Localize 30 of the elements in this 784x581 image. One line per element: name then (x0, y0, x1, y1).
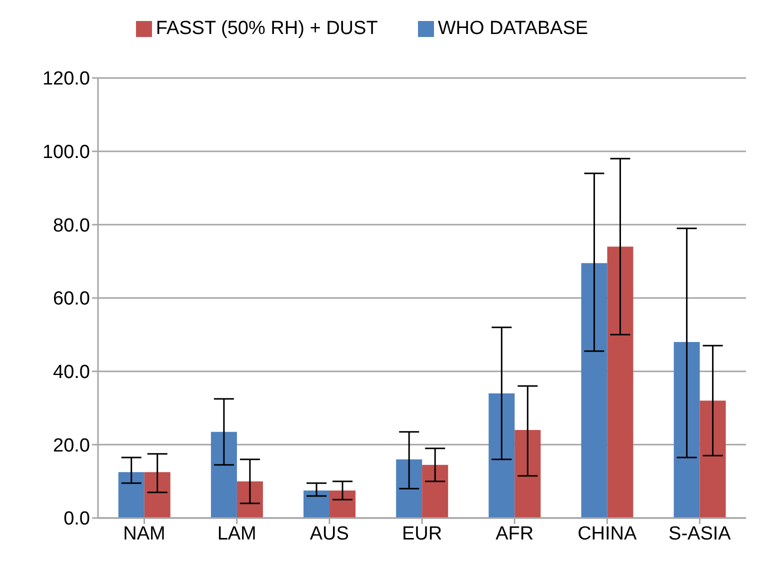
bar (581, 263, 608, 518)
bar (144, 472, 170, 518)
y-tick-label: 20.0 (53, 435, 90, 456)
y-tick-label: 60.0 (53, 288, 90, 310)
x-tick-label: S-ASIA (668, 523, 732, 544)
bar (514, 430, 541, 518)
bar (118, 472, 144, 518)
x-tick-label: AFR (496, 523, 534, 544)
x-tick-label: EUR (402, 523, 442, 544)
y-tick-label: 0.0 (64, 508, 90, 530)
bar (488, 393, 515, 518)
x-tick-label: LAM (217, 523, 256, 544)
y-tick-label: 120.0 (42, 68, 90, 90)
bar (674, 342, 700, 518)
x-tick-label: NAM (123, 523, 166, 544)
y-tick-label: 40.0 (53, 362, 90, 384)
y-tick-label: 100.0 (42, 142, 90, 164)
x-tick-label: AUS (310, 523, 349, 544)
bar (330, 490, 356, 518)
y-tick-label: 80.0 (53, 215, 90, 236)
legend-label: WHO DATABASE (438, 18, 588, 39)
bar (396, 459, 422, 518)
bar (236, 481, 263, 518)
bar (304, 490, 330, 518)
x-tick-label: CHINA (578, 523, 638, 544)
bar (422, 464, 448, 518)
legend-label: FASST (50% RH) + DUST (156, 18, 378, 39)
bar (700, 400, 726, 518)
bar (607, 246, 634, 518)
bar (210, 432, 237, 518)
